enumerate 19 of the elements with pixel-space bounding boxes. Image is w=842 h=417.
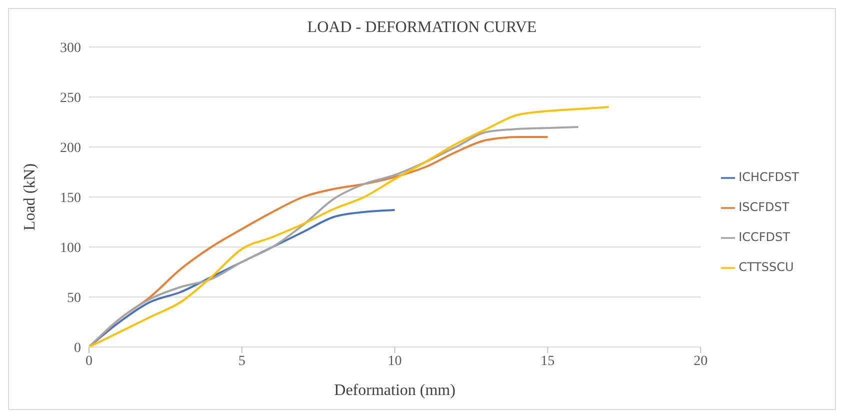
legend-label: ICHCFDST (738, 170, 799, 184)
x-tick-label: 15 (540, 354, 555, 369)
y-tick-label: 0 (74, 340, 81, 356)
y-tick-label: 250 (60, 90, 81, 106)
y-tick-label: 150 (60, 190, 81, 206)
x-axis-title: Deformation (mm) (334, 382, 456, 399)
y-tick-label: 50 (67, 290, 81, 306)
y-tick-label: 100 (60, 240, 81, 256)
x-tick-label: 0 (86, 354, 92, 369)
y-axis-title: Load (kN) (22, 163, 39, 231)
legend-label: ICCFDST (738, 230, 790, 244)
y-tick-label: 200 (60, 140, 81, 156)
x-tick-label: 10 (388, 354, 402, 369)
y-tick-label: 300 (60, 40, 81, 56)
chart-title: LOAD - DEFORMATION CURVE (306, 19, 538, 37)
x-tick-label: 20 (694, 354, 708, 369)
legend-label: CTTSSCU (738, 260, 794, 274)
legend-label: ISCFDST (738, 200, 790, 214)
x-tick-label: 5 (238, 354, 246, 369)
